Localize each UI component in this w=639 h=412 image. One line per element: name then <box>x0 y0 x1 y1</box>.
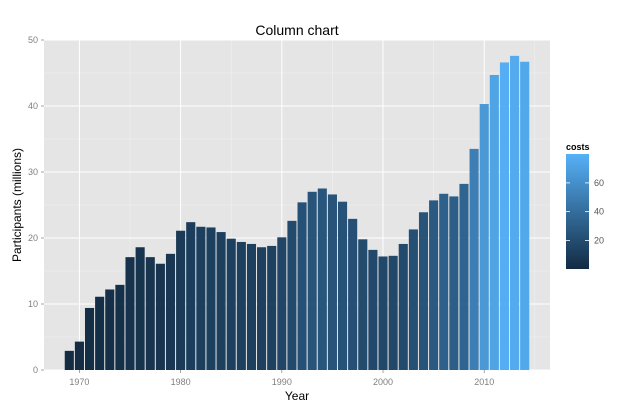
bar <box>358 239 368 370</box>
bar <box>165 253 176 370</box>
bar <box>64 350 74 370</box>
y-tick-label: 50 <box>28 35 38 45</box>
bar <box>246 243 257 370</box>
x-tick-label: 2010 <box>474 377 494 387</box>
x-axis-title: Year <box>285 389 309 403</box>
legend-tick-label: 20 <box>594 235 604 245</box>
y-tick-label: 20 <box>28 233 38 243</box>
bar <box>337 201 348 370</box>
legend: costs 20 40 60 <box>566 142 604 269</box>
bar <box>449 196 459 370</box>
bar <box>388 255 398 370</box>
bar <box>429 200 439 370</box>
bar <box>267 245 277 370</box>
bar <box>317 188 327 370</box>
bar <box>499 62 510 370</box>
bar <box>307 191 317 370</box>
x-tick-label: 2000 <box>373 377 393 387</box>
bar <box>398 243 408 370</box>
y-tick-label: 40 <box>28 101 38 111</box>
bar <box>439 193 449 370</box>
bar <box>489 74 499 370</box>
bar <box>520 61 530 370</box>
bar <box>115 284 125 370</box>
x-tick-label: 1990 <box>272 377 292 387</box>
bar <box>418 212 429 370</box>
bar <box>155 263 165 370</box>
bars <box>64 55 530 371</box>
legend-tick-label: 40 <box>594 207 604 217</box>
legend-tick-label: 60 <box>594 178 604 188</box>
bar <box>125 257 135 370</box>
bar <box>176 230 186 370</box>
bar <box>479 104 489 371</box>
bar <box>469 148 479 370</box>
y-tick-label: 10 <box>28 299 38 309</box>
bar <box>459 183 469 370</box>
bar <box>408 229 418 370</box>
bar <box>257 247 267 370</box>
x-axis-ticks: 1970 1980 1990 2000 2010 <box>69 370 494 387</box>
bar <box>74 341 84 370</box>
bar <box>297 202 307 370</box>
bar <box>105 289 115 370</box>
bar <box>277 237 287 370</box>
legend-ticks: 20 40 60 <box>566 178 604 245</box>
bar <box>84 307 95 370</box>
bar <box>368 249 378 370</box>
bar <box>348 218 358 370</box>
bar <box>378 256 388 370</box>
bar <box>236 241 246 370</box>
bar <box>145 257 155 370</box>
bar <box>135 247 145 370</box>
y-axis-title: Participants (millions) <box>10 148 24 262</box>
bar <box>216 232 226 370</box>
chart-title: Column chart <box>255 22 338 38</box>
bar <box>206 227 216 370</box>
bar <box>196 226 206 370</box>
x-tick-label: 1980 <box>171 377 191 387</box>
bar <box>186 222 196 370</box>
legend-colorbar <box>566 154 589 269</box>
bar <box>510 55 520 371</box>
y-tick-label: 0 <box>33 365 38 375</box>
x-tick-label: 1970 <box>69 377 89 387</box>
y-axis-ticks: 0 10 20 30 40 50 <box>28 35 44 375</box>
legend-title: costs <box>566 142 590 152</box>
bar <box>287 220 297 370</box>
y-tick-label: 30 <box>28 167 38 177</box>
bar <box>226 238 236 370</box>
bar <box>327 194 337 370</box>
bar <box>95 296 105 370</box>
